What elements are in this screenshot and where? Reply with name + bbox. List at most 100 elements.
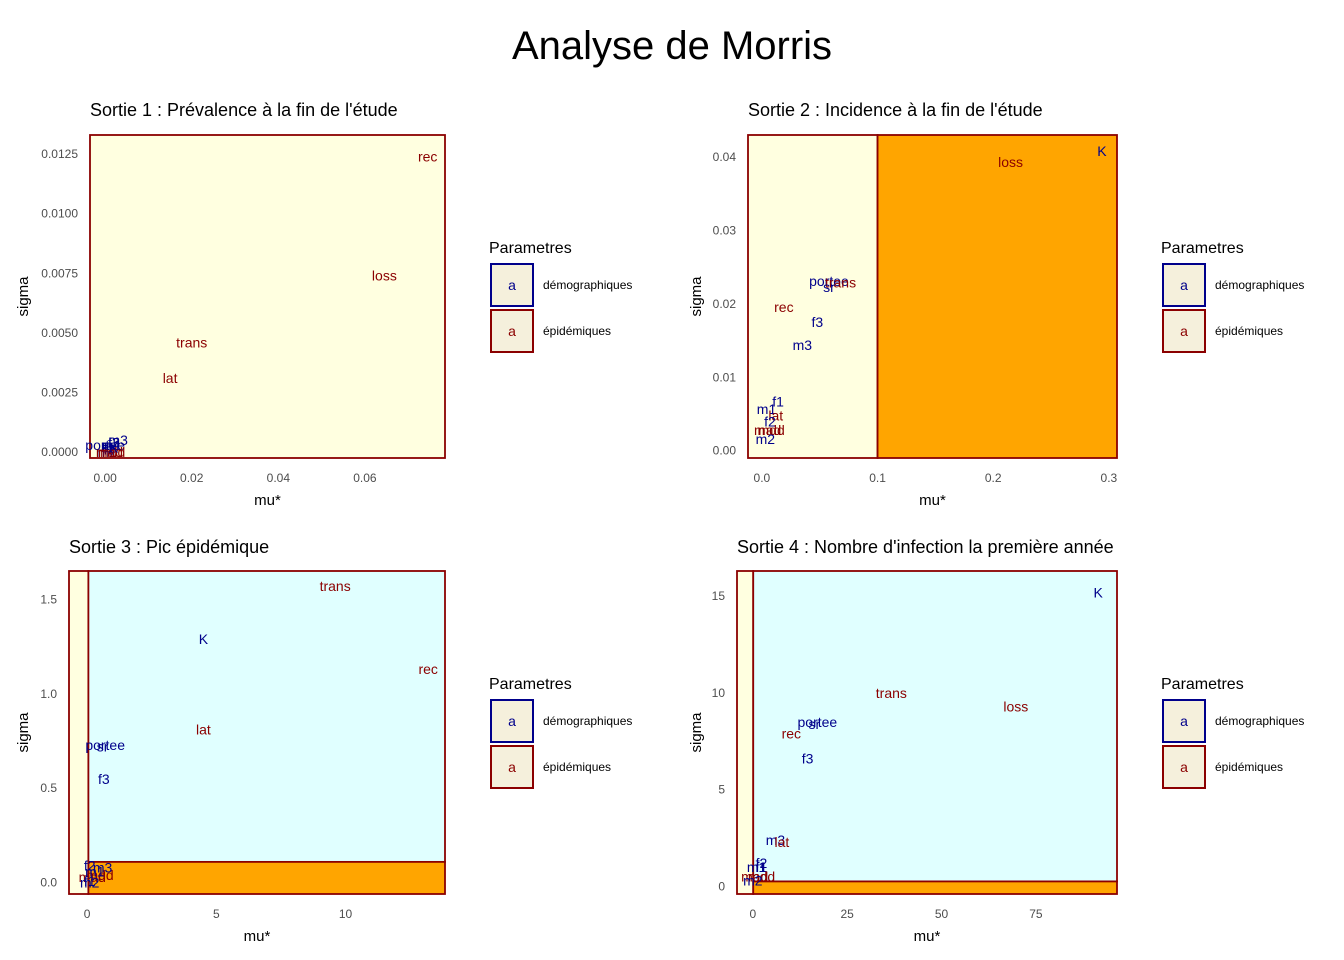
point-label-portee: portee: [85, 737, 125, 753]
point-label-K: K: [1097, 143, 1107, 159]
y-tick-label: 0.0125: [41, 147, 78, 161]
legend-title: Parametres: [489, 676, 572, 693]
point-label-m2: m2: [743, 872, 763, 888]
point-label-f3: f3: [108, 435, 120, 451]
zone-3: [87, 860, 446, 895]
point-label-sr: sr: [823, 279, 835, 295]
point-label-m3: m3: [766, 832, 786, 848]
x-tick-label: 0: [750, 907, 757, 921]
y-axis-label: sigma: [15, 712, 32, 753]
point-label-f3: f3: [812, 314, 824, 330]
legend-title: Parametres: [1161, 240, 1244, 257]
zone-1: [747, 134, 879, 459]
y-tick-label: 0.04: [713, 150, 737, 164]
chart-title: Sortie 1 : Prévalence à la fin de l'étud…: [90, 100, 398, 120]
point-label-trans: trans: [176, 334, 207, 350]
legend-key-text: a: [508, 277, 516, 293]
x-tick-label: 0.04: [267, 471, 291, 485]
chart-panel-1: Sortie 1 : Prévalence à la fin de l'étud…: [15, 100, 632, 509]
chart-title: Sortie 2 : Incidence à la fin de l'étude: [748, 100, 1043, 120]
y-tick-label: 0.0100: [41, 207, 78, 221]
legend-item-label: démographiques: [543, 714, 632, 728]
y-axis-label: sigma: [15, 276, 32, 317]
legend-item-label: démographiques: [543, 278, 632, 292]
point-label-portee: portee: [809, 273, 849, 289]
x-axis-label: mu*: [919, 492, 946, 509]
point-label-trans: trans: [825, 275, 856, 291]
point-label-sr: sr: [97, 739, 109, 755]
point-label-K: K: [199, 631, 209, 647]
zone-1: [736, 570, 755, 895]
legend-key-epi: [1162, 745, 1206, 789]
y-tick-label: 1.5: [40, 592, 57, 606]
point-label-mdd: mdd: [748, 869, 775, 885]
legend-key-demo: [490, 699, 534, 743]
y-tick-label: 5: [718, 783, 725, 797]
legend-title: Parametres: [489, 240, 572, 257]
y-tick-label: 0.01: [713, 370, 737, 384]
point-label-rec: rec: [782, 725, 801, 741]
y-tick-label: 0: [718, 879, 725, 893]
legend: Parametres a démographiques a épidémiques: [1161, 676, 1304, 789]
legend-key-text: a: [508, 323, 516, 339]
legend-key-epi: [1162, 309, 1206, 353]
x-tick-label: 25: [841, 907, 855, 921]
x-tick-label: 0.02: [180, 471, 204, 485]
y-tick-label: 0.00: [713, 444, 737, 458]
legend-key-demo: [1162, 263, 1206, 307]
legend-item-label: démographiques: [1215, 714, 1304, 728]
point-label-rec: rec: [418, 148, 437, 164]
zone-1: [68, 570, 90, 895]
point-label-f1: f1: [772, 393, 784, 409]
x-axis-label: mu*: [244, 928, 271, 945]
legend-item-label: démographiques: [1215, 278, 1304, 292]
x-tick-label: 50: [935, 907, 949, 921]
x-tick-label: 0.3: [1101, 471, 1118, 485]
x-tick-label: 0.1: [869, 471, 886, 485]
legend-key-text: a: [508, 759, 516, 775]
legend-key-demo: [1162, 699, 1206, 743]
page-title: Analyse de Morris: [511, 24, 833, 68]
zone-3: [752, 880, 1118, 895]
point-label-f2: f2: [84, 858, 96, 874]
zone-1: [89, 134, 446, 459]
y-tick-label: 0.02: [713, 297, 737, 311]
legend-key-text: a: [508, 713, 516, 729]
point-label-mdd: mdd: [758, 422, 785, 438]
point-label-m2: m2: [80, 875, 100, 891]
point-label-m1: m1: [102, 437, 122, 453]
chart-panel-4: Sortie 4 : Nombre d'infection la premièr…: [688, 537, 1304, 945]
y-tick-label: 0.0050: [41, 326, 78, 340]
legend-item-label: épidémiques: [543, 760, 611, 774]
x-axis-label: mu*: [914, 928, 941, 945]
point-label-sr: sr: [101, 439, 113, 455]
legend: Parametres a démographiques a épidémiques: [489, 676, 632, 789]
x-tick-label: 75: [1029, 907, 1043, 921]
y-tick-label: 0.0000: [41, 445, 78, 459]
zone-2: [752, 570, 1118, 883]
chart-panel-3: Sortie 3 : Pic épidémique 0 5 10 0.0 0.5 1.0 1.…: [15, 537, 632, 945]
legend-key-text: a: [1180, 323, 1188, 339]
legend-title: Parametres: [1161, 676, 1244, 693]
legend: Parametres a démographiques a épidémiques: [1161, 240, 1304, 353]
point-label-trans: trans: [876, 685, 907, 701]
point-label-m3: m3: [793, 337, 813, 353]
point-label-mad: mad: [96, 444, 123, 460]
point-label-K: K: [109, 439, 119, 455]
point-label-portee: portee: [85, 437, 125, 453]
legend-item-label: épidémiques: [1215, 760, 1283, 774]
point-label-K: K: [1093, 584, 1103, 600]
point-label-lat: lat: [163, 370, 178, 386]
point-label-mdd: mdd: [98, 444, 125, 460]
y-tick-label: 15: [712, 589, 726, 603]
legend-key-text: a: [1180, 759, 1188, 775]
point-label-f3: f3: [98, 771, 110, 787]
legend-key-demo: [490, 263, 534, 307]
x-tick-label: 0.06: [353, 471, 377, 485]
point-label-rec: rec: [774, 299, 793, 315]
y-tick-label: 10: [712, 686, 726, 700]
zone-2: [876, 134, 1118, 459]
point-label-lat: lat: [775, 834, 790, 850]
point-label-m2: m2: [98, 444, 118, 460]
